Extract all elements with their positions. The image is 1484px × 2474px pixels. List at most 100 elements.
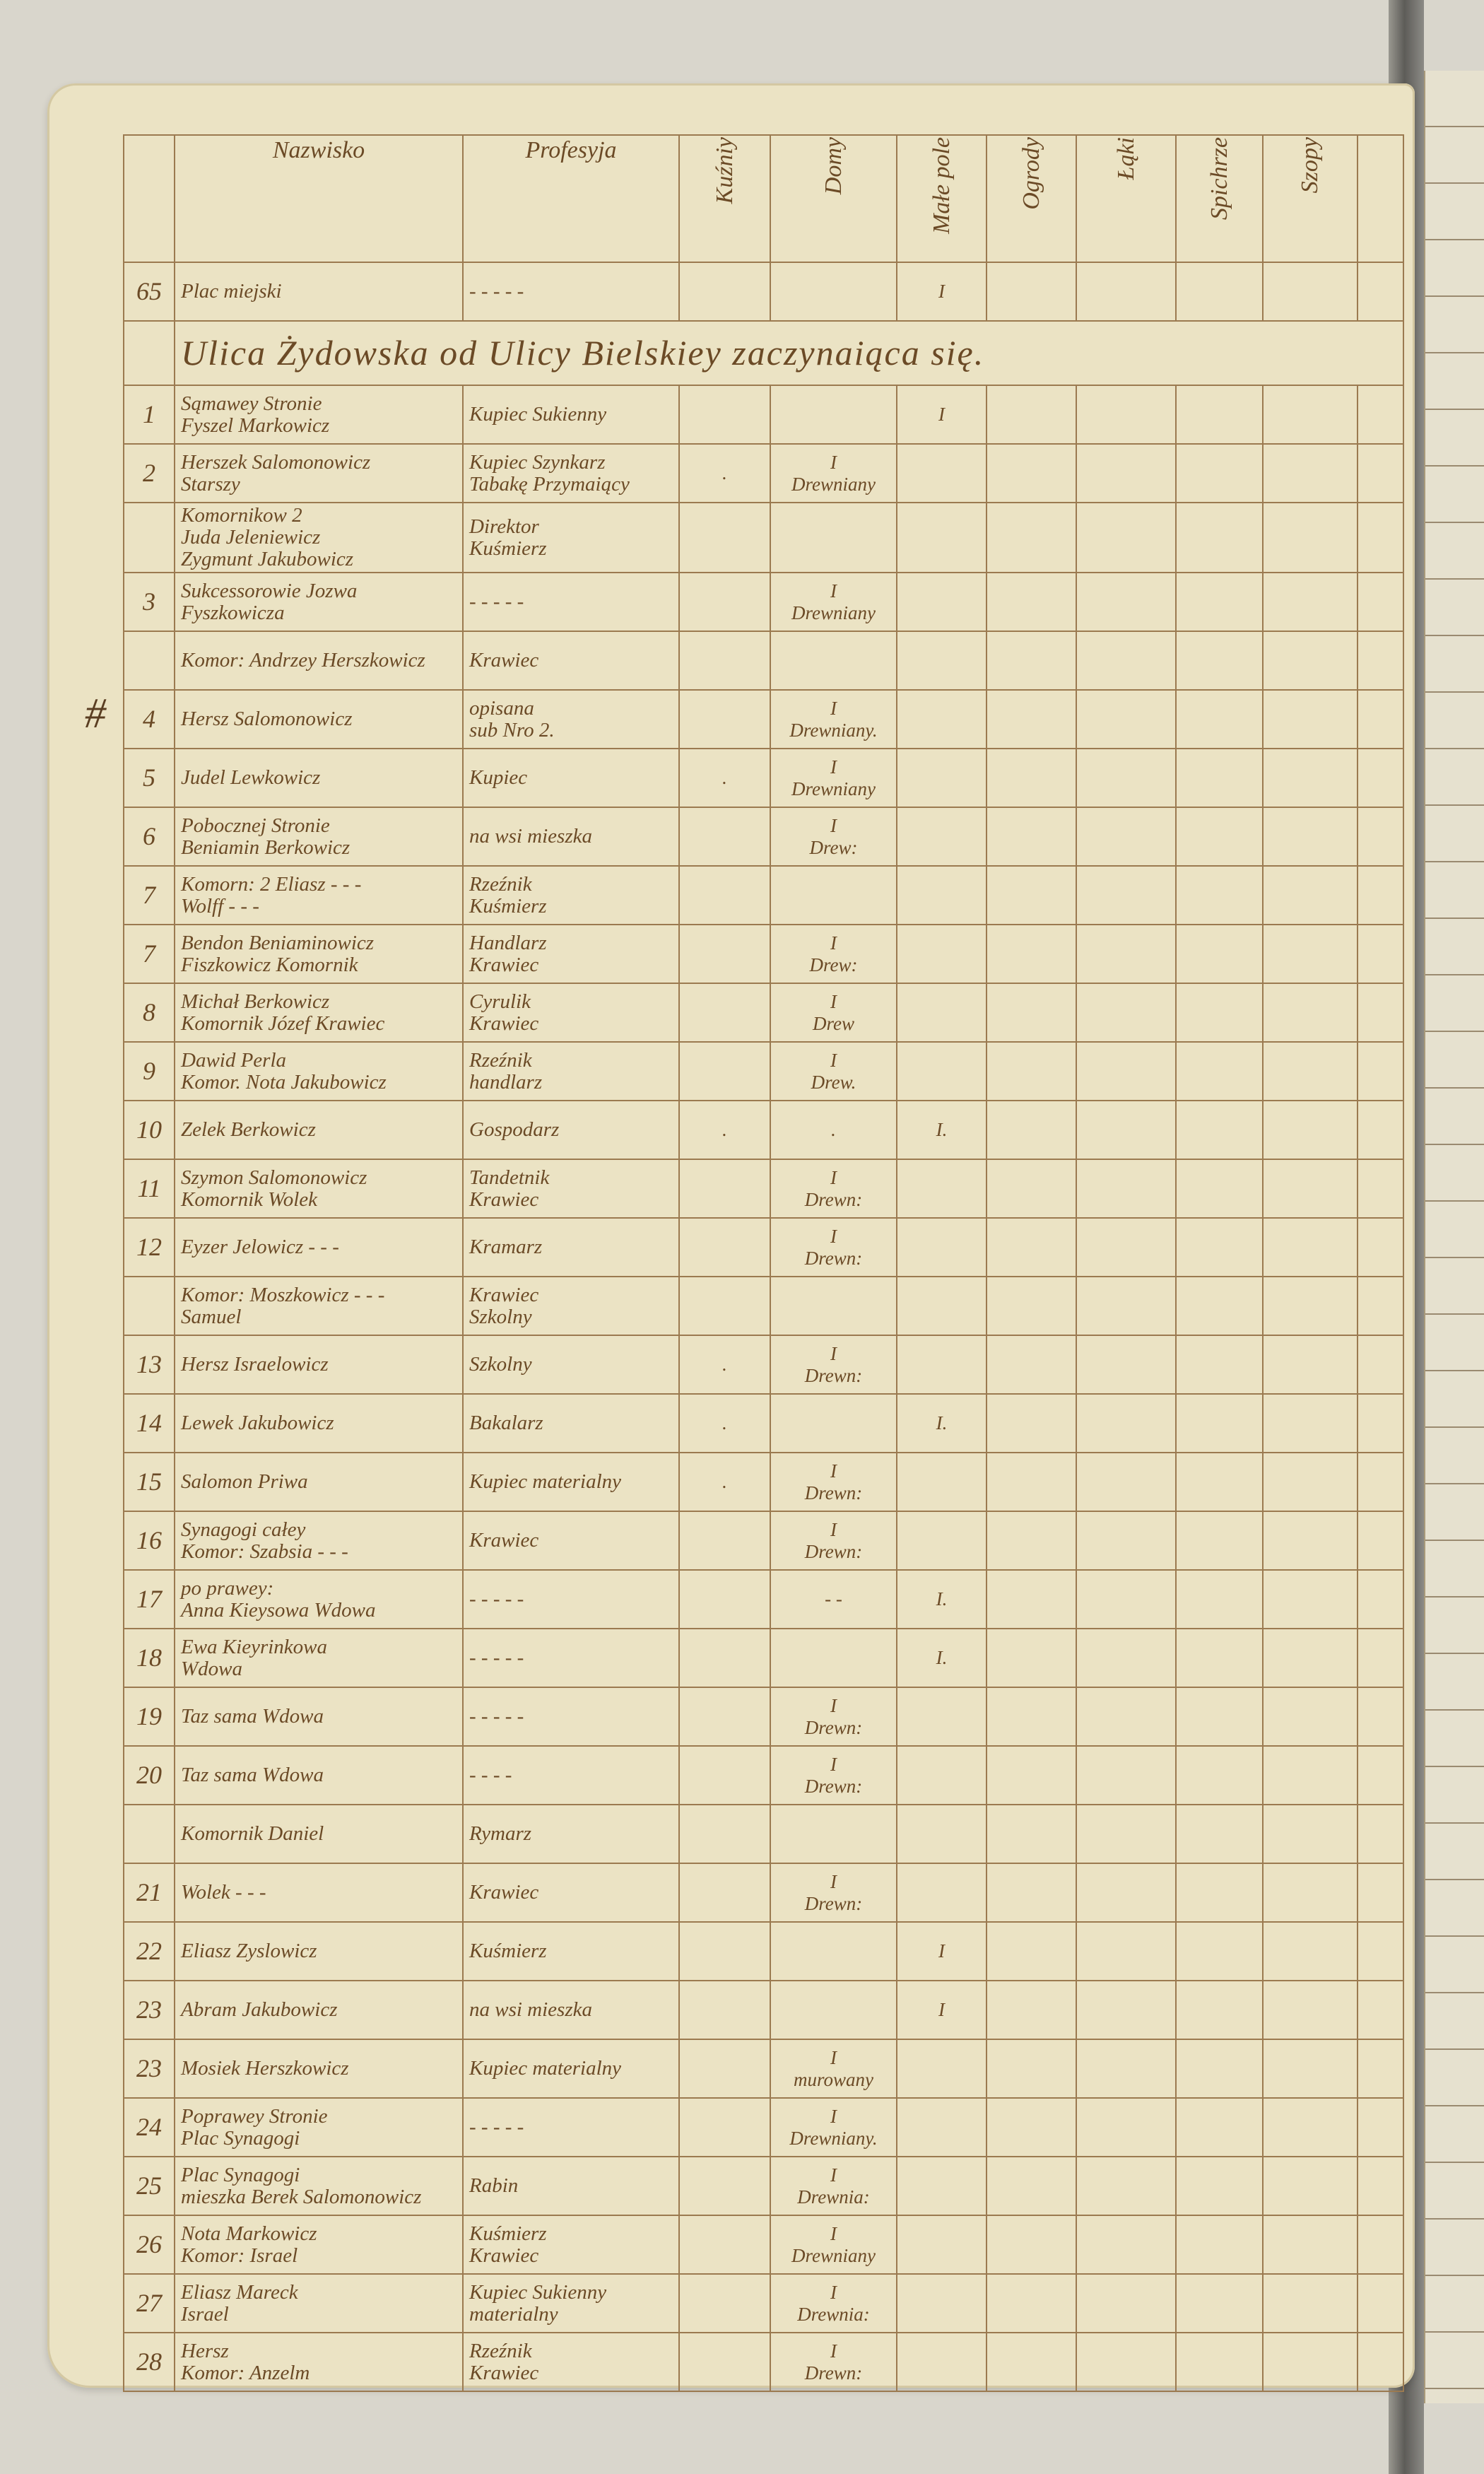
entry [1175, 1217, 1264, 1277]
entry [986, 2273, 1077, 2333]
cell [1357, 1100, 1404, 1160]
entry [1076, 1393, 1177, 1453]
row-number: 18 [123, 1628, 175, 1688]
column-header: Ogrody [1018, 137, 1044, 210]
entry [1175, 2156, 1264, 2216]
entry [986, 1159, 1077, 1219]
entry [1076, 443, 1177, 503]
cell [1357, 2332, 1404, 2392]
table-row: 9 Dawid Perla Komor. Nota Jakubowicz Rzeźn… [123, 1041, 1404, 1101]
profession: Szkolny [462, 1335, 680, 1395]
name: Mosiek Herszkowicz [174, 2039, 464, 2099]
entry [896, 807, 987, 867]
name: Eyzer Jelowicz - - - [174, 1217, 464, 1277]
entry [678, 2332, 771, 2392]
entry [1175, 983, 1264, 1043]
entry [896, 1159, 987, 1219]
name: Eliasz Zyslowicz [174, 1921, 464, 1981]
entry [770, 502, 897, 573]
entry [896, 631, 987, 691]
cell [1357, 1452, 1404, 1512]
entry [986, 1804, 1077, 1864]
profession: - - - - - [462, 572, 680, 632]
name: Hersz Israelowicz [174, 1335, 464, 1395]
profession: Gospodarz [462, 1100, 680, 1160]
table-row: 23 Abram Jakubowicz na wsi mieszka I [123, 1980, 1404, 2040]
entry [1076, 924, 1177, 984]
entry [1076, 1745, 1177, 1805]
entry [1262, 1041, 1358, 1101]
entry [1175, 1100, 1264, 1160]
name: Michał Berkowicz Komornik Józef Krawiec [174, 983, 464, 1043]
cell [123, 320, 175, 386]
entry [1175, 1628, 1264, 1688]
entry: I. [896, 1628, 987, 1688]
cell [1357, 572, 1404, 632]
entry: . [678, 1100, 771, 1160]
entry [1076, 1569, 1177, 1629]
cell [1357, 1745, 1404, 1805]
entry [1076, 1217, 1177, 1277]
row-number [123, 1276, 175, 1336]
table-row: 7 Bendon Beniaminowicz Fiszkowicz Komorni… [123, 924, 1404, 984]
entry [770, 385, 897, 445]
table-row: 7 Komorn: 2 Eliasz - - - Wolff - - - Rzeźn… [123, 865, 1404, 925]
table-row: 11 Szymon Salomonowicz Komornik Wolek Tand… [123, 1159, 1404, 1219]
table-row: Komor: Andrzey Herszkowicz Krawiec [123, 631, 1404, 691]
column-header: Profesyja [525, 137, 617, 163]
entry [986, 983, 1077, 1043]
entry: I [896, 385, 987, 445]
entry [678, 1745, 771, 1805]
cell [1357, 983, 1404, 1043]
entry [1262, 1745, 1358, 1805]
table-body: 65 Plac miejski - - - - - I Ulica Żydowska o… [123, 262, 1404, 2392]
entry [1262, 924, 1358, 984]
cell [1357, 748, 1404, 808]
cell [1357, 2273, 1404, 2333]
profession: Kuśmierz [462, 1921, 680, 1981]
entry [1175, 748, 1264, 808]
entry [1076, 1804, 1177, 1864]
entry [1076, 807, 1177, 867]
entry [1175, 1393, 1264, 1453]
row-number: 13 [123, 1335, 175, 1395]
profession: Rzeźnik Kuśmierz [462, 865, 680, 925]
table-row: 22 Eliasz Zyslowicz Kuśmierz I [123, 1921, 1404, 1981]
table-row: 27 Eliasz Mareck Israel Kupiec Sukienny ma… [123, 2273, 1404, 2333]
row-number: 23 [123, 1980, 175, 2040]
entry [678, 1687, 771, 1747]
row-number: 27 [123, 2273, 175, 2333]
row-number: 5 [123, 748, 175, 808]
entry [896, 924, 987, 984]
column-header: Spichrze [1206, 137, 1232, 221]
entry [896, 2215, 987, 2275]
profession: Kupiec [462, 748, 680, 808]
entry: I Drewn: [770, 1452, 897, 1512]
table-row: 26 Nota Markowicz Komor: Israel Kuśmierz K… [123, 2215, 1404, 2275]
profession: Kupiec materialny [462, 1452, 680, 1512]
table-row: 18 Ewa Kieyrinkowa Wdowa - - - - - I. [123, 1628, 1404, 1688]
entry [678, 572, 771, 632]
entry [678, 924, 771, 984]
entry [1175, 924, 1264, 984]
entry [678, 1041, 771, 1101]
profession: Cyrulik Krawiec [462, 983, 680, 1043]
row-number: 26 [123, 2215, 175, 2275]
entry [896, 2332, 987, 2392]
row-number: 6 [123, 807, 175, 867]
table-row: 19 Taz sama Wdowa - - - - - I Drewn: [123, 1687, 1404, 1747]
entry [986, 1569, 1077, 1629]
cell [1357, 1804, 1404, 1864]
table-row: Komornik Daniel Rymarz [123, 1804, 1404, 1864]
entry [1076, 385, 1177, 445]
entry [1175, 2215, 1264, 2275]
entry [678, 631, 771, 691]
entry [1076, 2156, 1177, 2216]
entry [1175, 2273, 1264, 2333]
name: Herszek Salomonowicz Starszy [174, 443, 464, 503]
entry [1262, 1687, 1358, 1747]
row-number: 65 [123, 262, 175, 322]
name: Abram Jakubowicz [174, 1980, 464, 2040]
profession: na wsi mieszka [462, 807, 680, 867]
entry [896, 2156, 987, 2216]
